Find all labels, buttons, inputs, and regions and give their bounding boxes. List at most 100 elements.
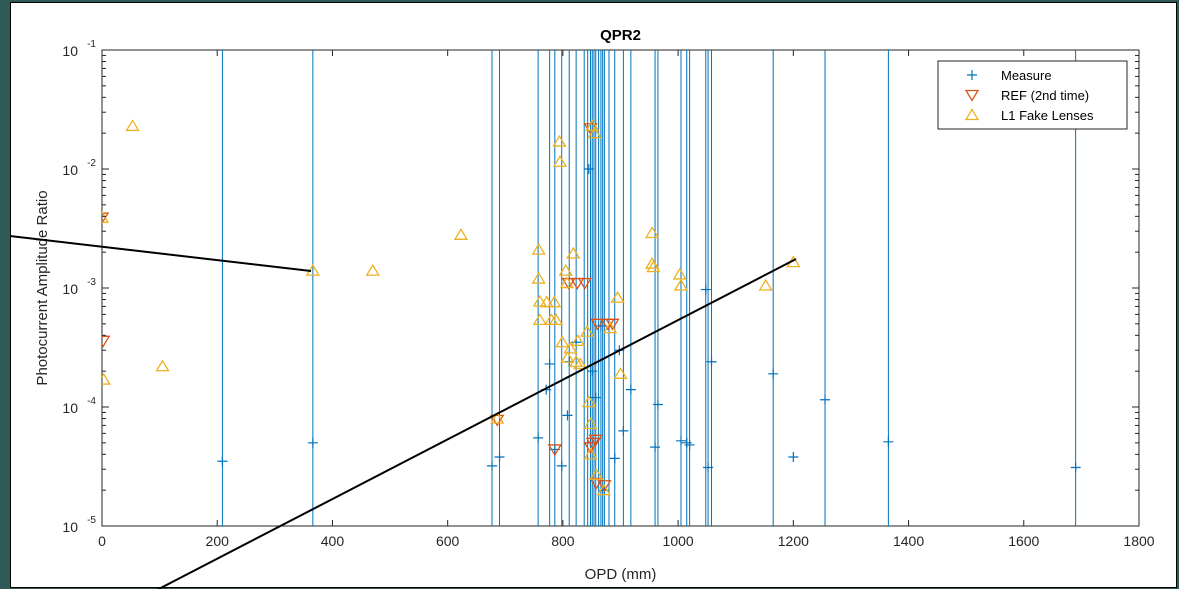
chart-title: QPR2 [600, 27, 641, 44]
series-2-point [102, 372, 111, 385]
series-0-point [883, 436, 894, 447]
y-tick-label: 10 [62, 43, 78, 59]
series-2-point [453, 228, 469, 240]
series-2-point [547, 295, 562, 308]
series-0-point [788, 452, 799, 463]
series-0-point [544, 358, 555, 369]
figure-window: 0 200 400 600 800 1000 1200 1400 1600 1800 10 -5 10-… [10, 2, 1177, 589]
series-2-point [583, 447, 598, 460]
series-1-point [577, 277, 592, 290]
series-2-point [490, 411, 505, 424]
series-2-point [532, 313, 547, 325]
series-0-point [590, 392, 601, 403]
y-tick-label-exponent: -2 [87, 158, 96, 169]
series-0-point [820, 394, 831, 405]
series-2-point [532, 294, 547, 307]
series-2-point [672, 267, 687, 280]
series-0-point [609, 453, 620, 464]
legend-marker [964, 108, 980, 121]
series-2-point [645, 226, 660, 239]
series-1-point [570, 277, 585, 290]
x-axis-label: OPD (mm) [585, 566, 657, 583]
x-tick-label: 1000 [663, 533, 694, 549]
series-1-point [490, 414, 505, 427]
series-2-point [589, 467, 604, 480]
series-2-point [558, 263, 573, 276]
x-tick-label: 1800 [1123, 533, 1154, 549]
series-2-point [579, 324, 595, 337]
series-2-point [365, 263, 380, 276]
series-2-point [610, 290, 625, 303]
series-0-point [217, 456, 228, 467]
series-0-point [533, 432, 544, 443]
series-1-point [102, 335, 111, 348]
series-1-point [547, 444, 562, 457]
series-2-point [552, 134, 567, 147]
series-2-point [539, 295, 554, 308]
series-2-point [560, 350, 575, 363]
series-2-point [566, 246, 581, 259]
series-2-point [155, 359, 170, 372]
series-2-point [552, 155, 568, 167]
series-0-point [675, 435, 686, 446]
series-2-point [602, 321, 618, 334]
series-2-point [613, 367, 628, 379]
series-2-point [125, 119, 140, 132]
series-2-point [570, 334, 586, 346]
y-tick-label: 10 [62, 519, 78, 535]
legend-marker [964, 89, 980, 102]
data-points [102, 119, 1081, 496]
series-0-point [556, 460, 567, 471]
series-2-point [758, 278, 773, 291]
series-0-point [650, 442, 661, 453]
legend-box [937, 60, 1128, 130]
y-tick-label: 10 [62, 162, 78, 178]
series-2-point [587, 126, 602, 139]
series-2-point [645, 256, 660, 269]
series-1-point [597, 480, 612, 493]
series-0-point [307, 437, 318, 448]
series-2-point [555, 335, 570, 348]
x-tick-label: 0 [98, 533, 106, 549]
x-tick-label: 1600 [1008, 533, 1039, 549]
series-0-point [587, 366, 598, 377]
y-tick-label-exponent: -3 [87, 277, 96, 288]
series-0-point [625, 384, 636, 395]
legend-label: L1 Fake Lenses [1001, 108, 1094, 123]
series-1-point [585, 437, 600, 450]
series-0-point [494, 452, 505, 463]
series-2-point [531, 271, 546, 284]
series-2-point [646, 260, 661, 273]
x-tick-label: 400 [321, 533, 345, 549]
series-2-point [102, 210, 110, 223]
series-0-point [703, 462, 714, 473]
series-0-point [652, 399, 663, 410]
legend-label: REF (2nd time) [1001, 88, 1089, 103]
y-tick-label: 10 [62, 400, 78, 416]
y-tick-label-exponent: -5 [87, 515, 96, 526]
series-0-point [1070, 462, 1081, 473]
legend-label: Measure [1001, 68, 1052, 83]
series-2-point [563, 341, 578, 354]
series-0-point [487, 460, 498, 471]
x-tick-label: 800 [551, 533, 575, 549]
series-0-point [618, 425, 629, 436]
series-2-point [596, 483, 611, 496]
y-tick-label-exponent: -1 [87, 39, 96, 50]
series-0-point [700, 284, 711, 295]
series-2-point [581, 395, 596, 408]
series-0-point [684, 439, 695, 450]
series-2-point [573, 357, 588, 370]
legend: Measure REF (2nd time) L1 Fake Lenses [937, 60, 1128, 130]
series-2-point [673, 278, 689, 291]
x-tick-label: 200 [206, 533, 230, 549]
series-1-point [588, 434, 603, 447]
series-1-point [561, 277, 576, 290]
series-0-point [768, 368, 779, 379]
series-2-point [548, 313, 564, 325]
y-tick-label: 10 [62, 281, 78, 297]
x-tick-label: 1200 [778, 533, 809, 549]
series-2-point [583, 417, 598, 430]
series-2-point [559, 276, 575, 289]
